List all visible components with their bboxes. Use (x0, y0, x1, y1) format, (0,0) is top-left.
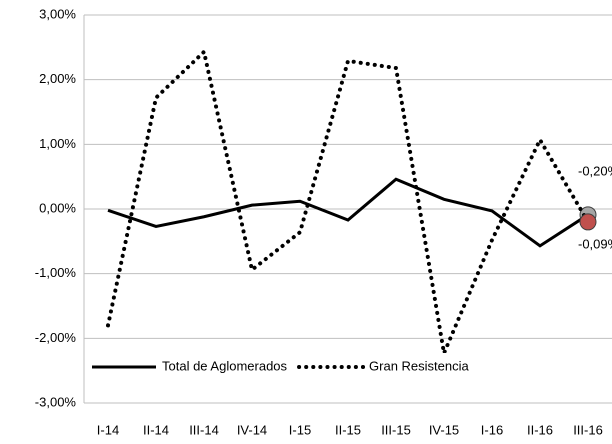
x-tick-label: I-16 (481, 422, 503, 437)
y-tick-label: 3,00% (39, 6, 76, 21)
line-series (106, 47, 590, 361)
data-label: -0,09% (578, 236, 612, 251)
point-marker (579, 213, 597, 231)
y-tick-label: -2,00% (35, 330, 77, 345)
x-tick-label: IV-15 (429, 422, 459, 437)
y-tick-label: -1,00% (35, 265, 77, 280)
x-tick-label: II-15 (335, 422, 361, 437)
x-tick-label: I-14 (97, 422, 119, 437)
x-tick-label: III-15 (381, 422, 411, 437)
legend-label: Gran Resistencia (369, 358, 469, 373)
x-tick-label: I-15 (289, 422, 311, 437)
x-tick-label: IV-14 (237, 422, 267, 437)
line-series (107, 177, 589, 248)
x-tick-label: II-16 (527, 422, 553, 437)
y-tick-label: 0,00% (39, 200, 76, 215)
data-label: -0,20% (578, 163, 612, 178)
x-tick-label: III-16 (573, 422, 603, 437)
x-tick-label: II-14 (143, 422, 169, 437)
y-tick-label: -3,00% (35, 394, 77, 409)
legend-label: Total de Aglomerados (162, 358, 288, 373)
y-tick-label: 2,00% (39, 71, 76, 86)
x-tick-label: III-14 (189, 422, 219, 437)
y-tick-label: 1,00% (39, 136, 76, 151)
